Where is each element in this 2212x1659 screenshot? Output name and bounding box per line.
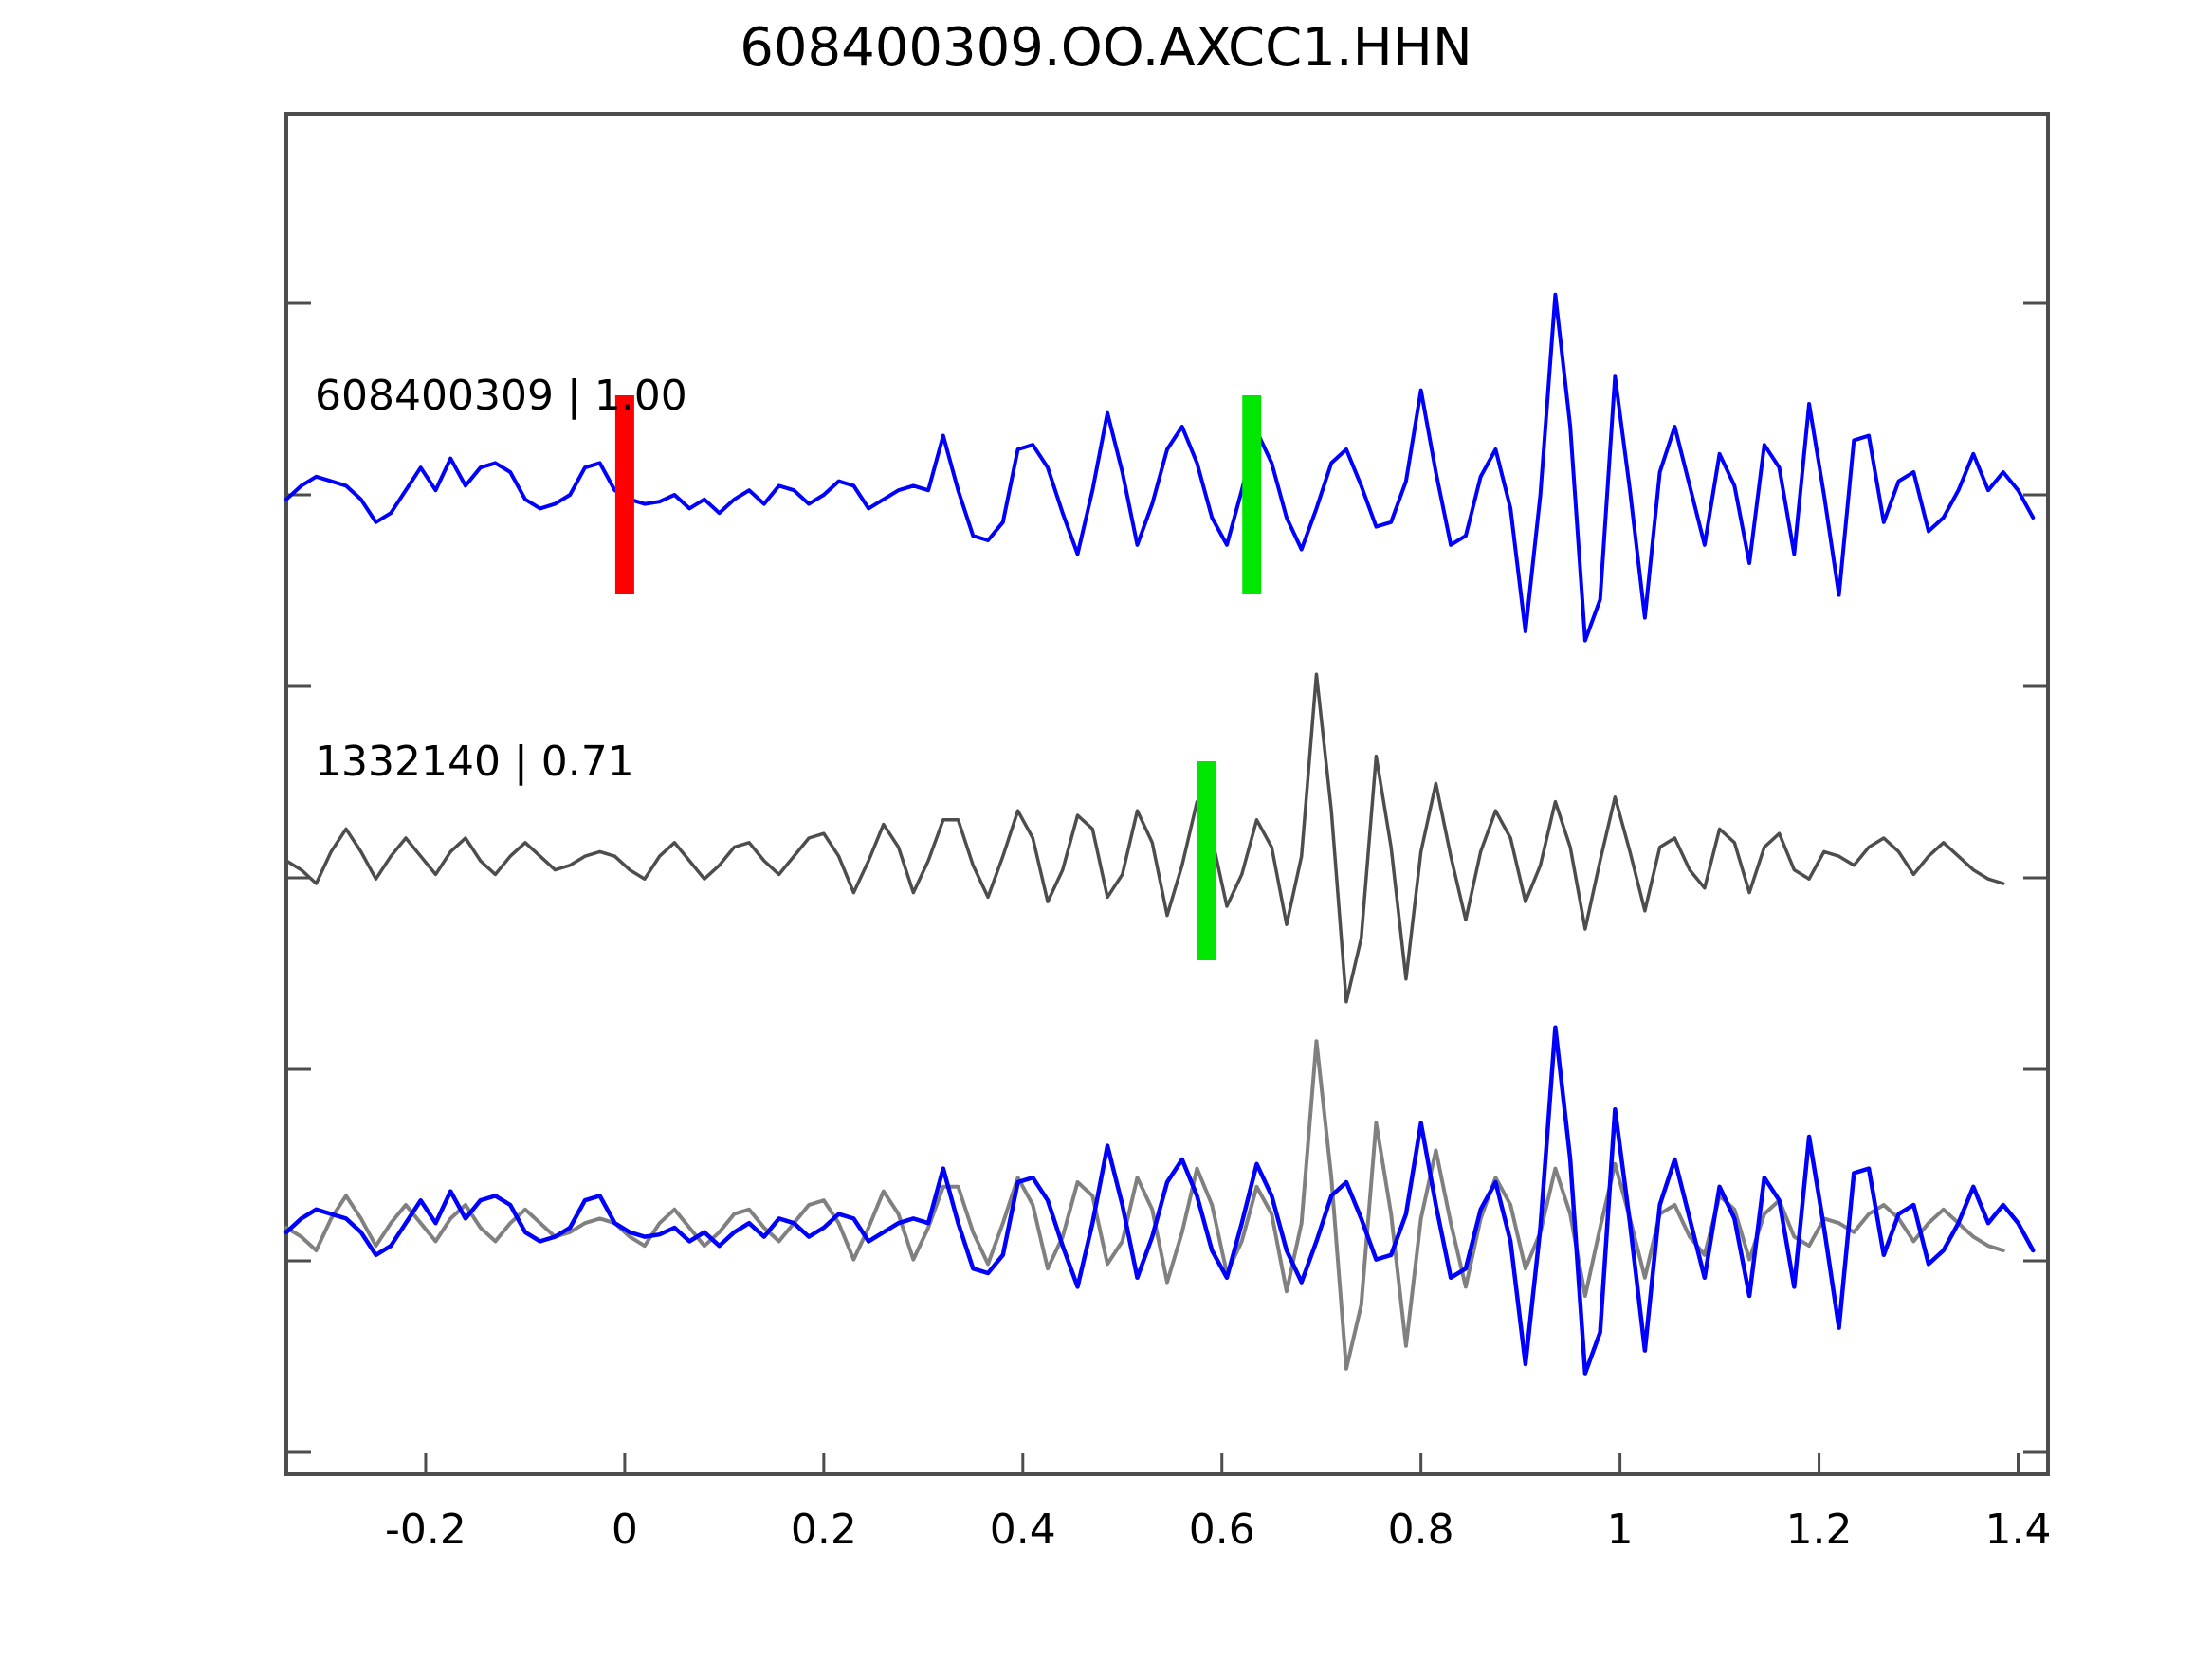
phase-markers: [614, 395, 1262, 960]
x-tick-label: 1: [1607, 1505, 1634, 1554]
trace-template-blue: [284, 292, 2036, 643]
x-tick-label: 0.6: [1189, 1505, 1255, 1554]
overlay-trace-blue: [283, 1025, 2036, 1376]
pick-marker-red: [614, 395, 634, 594]
x-tick-label: 0.2: [791, 1505, 857, 1554]
x-tick-label: 1.2: [1786, 1505, 1853, 1554]
x-tick-label: 0.8: [1388, 1505, 1454, 1554]
alignment-marker-green: [1242, 395, 1262, 594]
trace1-label: 608400309 | 1.00: [315, 372, 687, 420]
trace-detection-grey: [284, 672, 2005, 1004]
axes-frame: [284, 112, 2050, 1476]
page-title: 608400309.OO.AXCC1.HHN: [740, 17, 1472, 79]
x-tick-label: 1.4: [1985, 1505, 2052, 1554]
overlay-trace-grey: [284, 1039, 2005, 1371]
axis-and-trace-labels: -0.2 0 0.2 0.4 0.6 0.8 1 1.2 1.4 608400309 | 1.00…: [315, 372, 2052, 1554]
plot-border: [284, 112, 2050, 1476]
x-tick-label: 0: [612, 1505, 638, 1554]
waveform-traces: [283, 292, 2036, 1376]
x-tick-label: 0.4: [990, 1505, 1056, 1554]
alignment-marker-green: [1197, 761, 1216, 960]
trace2-label: 1332140 | 0.71: [315, 738, 634, 786]
x-tick-label: -0.2: [385, 1505, 466, 1554]
